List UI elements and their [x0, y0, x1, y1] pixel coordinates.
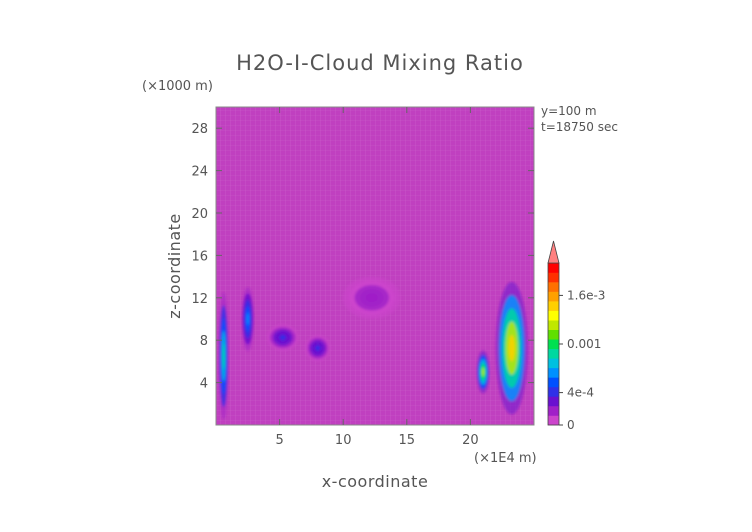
cloud-contour: [246, 312, 250, 326]
colorbar-segment: [548, 405, 559, 416]
annotation-t: t=18750 sec: [541, 120, 618, 134]
y-tick-label: 8: [200, 334, 208, 349]
colorbar-segment: [548, 358, 559, 369]
chart-title: H2O-I-Cloud Mixing Ratio: [236, 51, 524, 75]
colorbar-segment: [548, 396, 559, 407]
cloud-contour: [222, 343, 225, 369]
cloud-feature: [241, 287, 255, 351]
x-tick-label: 20: [462, 433, 479, 448]
cloud-contour: [279, 334, 286, 341]
colorbar-segment: [548, 377, 559, 388]
cloud-features: [218, 276, 528, 420]
colorbar-segment: [548, 348, 559, 359]
y-tick-label: 20: [191, 207, 208, 222]
y-tick-label: 28: [191, 122, 208, 137]
cloud-contour: [508, 334, 515, 362]
cloud-feature: [305, 334, 331, 362]
y-tick-label: 24: [191, 165, 208, 180]
colorbar-segment: [548, 272, 559, 283]
colorbar-segment: [548, 367, 559, 378]
cloud-feature: [476, 350, 490, 394]
colorbar-tick-label: 1.6e-3: [567, 288, 605, 302]
y-tick-label: 12: [191, 292, 208, 307]
y-tick-label: 4: [200, 377, 208, 392]
cloud-contour: [481, 367, 485, 377]
colorbar: 0 4e-4 0.001 1.6e-3: [547, 240, 605, 432]
cloud-feature: [495, 281, 528, 415]
annotation-y: y=100 m: [541, 104, 597, 118]
x-tick-label: 10: [335, 433, 352, 448]
colorbar-segment: [548, 415, 559, 426]
x-unit-label: (×1E4 m): [474, 451, 537, 466]
cloud-contour: [366, 293, 378, 303]
colorbar-tick-label: 0.001: [567, 337, 601, 351]
cloud-contour: [315, 345, 321, 351]
cloud-feature: [218, 292, 229, 420]
colorbar-segment: [548, 301, 559, 311]
x-tick-label: 5: [275, 433, 283, 448]
y-unit-label: (×1000 m): [142, 79, 213, 94]
plot-frame: [215, 106, 535, 426]
cloud-feature: [266, 324, 299, 351]
colorbar-tick-label: 4e-4: [567, 386, 594, 400]
colorbar-segment: [548, 320, 559, 331]
y-tick-label: 16: [191, 249, 208, 264]
colorbar-segment: [548, 339, 559, 350]
x-axis: 5 10 15 20: [275, 107, 479, 448]
colorbar-segment: [548, 291, 559, 302]
x-axis-label: x-coordinate: [322, 472, 429, 491]
cloud-feature: [343, 276, 401, 319]
colorbar-tick-label: 0: [567, 418, 575, 432]
colorbar-extend-arrow: [547, 240, 560, 264]
colorbar-segment: [548, 329, 559, 340]
colorbar-segment: [548, 310, 559, 321]
colorbar-segment: [548, 386, 559, 397]
colorbar-segment: [548, 282, 559, 292]
y-axis: 4 8 12 16 20 24 28: [191, 122, 534, 392]
y-axis-label: z-coordinate: [165, 213, 184, 319]
x-tick-label: 15: [399, 433, 416, 448]
colorbar-segment: [548, 263, 559, 273]
